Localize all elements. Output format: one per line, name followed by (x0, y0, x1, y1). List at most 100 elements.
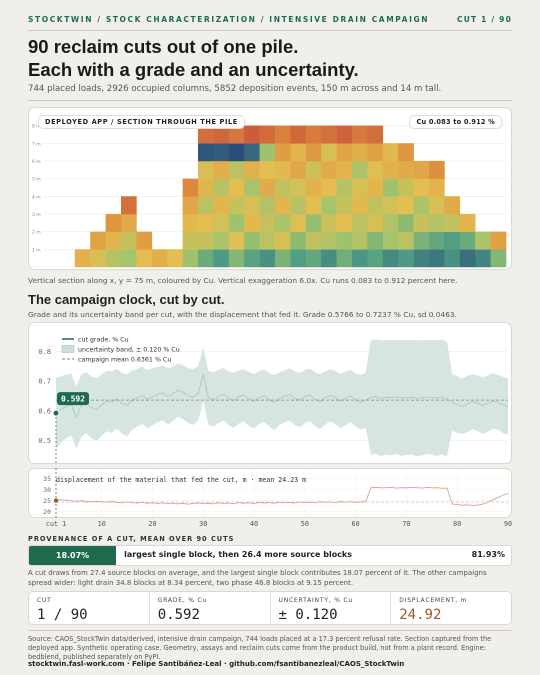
kpi-value: 24.92 (399, 607, 442, 623)
cell (413, 178, 430, 197)
cell (182, 249, 199, 268)
cell (213, 196, 230, 215)
cell (459, 213, 476, 232)
cell (336, 196, 353, 215)
cell (413, 231, 430, 250)
cell (90, 231, 106, 250)
cell (352, 213, 368, 232)
cell (367, 125, 384, 144)
cell (136, 249, 153, 268)
cell (336, 213, 353, 232)
cell (136, 231, 153, 250)
y-tick-label: 1 m (32, 247, 41, 253)
cell (198, 178, 214, 197)
cell (321, 249, 337, 268)
kpi-label: CUT (37, 597, 52, 604)
cell (90, 249, 106, 268)
cell (398, 249, 414, 268)
cell (352, 160, 368, 179)
x-tick-label: 60 (352, 520, 360, 528)
cell (352, 249, 368, 268)
cell (305, 160, 322, 179)
cell (213, 125, 230, 144)
cell (336, 125, 353, 144)
cell (228, 125, 245, 144)
cell (290, 196, 307, 215)
cell (352, 231, 368, 250)
cell (382, 178, 399, 197)
kpi: DISPLACEMENT, m 24.92 (390, 592, 511, 624)
cell (290, 249, 307, 268)
cell (336, 143, 353, 162)
y-tick-label: 0.8 (38, 348, 51, 356)
y-tick-label: 0.5 (38, 437, 51, 445)
cell (228, 213, 245, 232)
cell (367, 196, 384, 215)
cell (198, 213, 214, 232)
cell (198, 125, 214, 144)
section-chart: 1 m 2 m 3 m 4 m 5 m 6 m 7 m 8 m (28, 107, 512, 270)
provenance-note: A cut draws from 27.4 source blocks on a… (28, 569, 487, 587)
cell (352, 143, 368, 162)
legend-label: cut grade, % Cu (78, 336, 129, 343)
cell (244, 160, 260, 179)
marker-label: 0.592 (61, 395, 85, 404)
cell (275, 143, 291, 162)
cell (305, 143, 322, 162)
cell (475, 231, 491, 250)
cell (367, 178, 384, 197)
cell (244, 196, 260, 215)
cell (121, 249, 137, 268)
cell (367, 231, 384, 250)
kpi-strip: CUT 1 / 90 GRADE, % Cu 0.592 UNCERTAINTY, … (28, 591, 512, 625)
cell (429, 249, 445, 268)
cell (105, 249, 122, 268)
chart-label: displacement of the material that fed th… (56, 476, 306, 484)
y-tick-label: 6 m (32, 159, 41, 165)
largest-block-share: 18.07% (29, 546, 117, 565)
cell (382, 231, 399, 250)
cell (228, 160, 245, 179)
cell (228, 143, 245, 162)
cell (321, 231, 337, 250)
cell (305, 178, 322, 197)
cell (151, 249, 168, 268)
cell (398, 143, 414, 162)
x-tick-label: 20 (148, 520, 156, 528)
panel (28, 468, 512, 518)
cell (213, 231, 230, 250)
cell (244, 125, 260, 144)
rule (28, 630, 512, 631)
cell (459, 249, 476, 268)
kpi-label: UNCERTAINTY, % Cu (278, 597, 353, 604)
cell (275, 125, 291, 144)
cell (398, 160, 414, 179)
cell (213, 160, 230, 179)
cell (444, 213, 461, 232)
title-line: 90 reclaim cuts out of one pile. (28, 36, 299, 57)
cell (167, 249, 183, 268)
cell (398, 178, 414, 197)
cell (413, 160, 430, 179)
cell (367, 213, 384, 232)
kpi-value: 0.592 (157, 607, 200, 623)
section-panel: 1 m 2 m 3 m 4 m 5 m 6 m 7 m 8 m DEPLOYED APP / … (28, 107, 512, 270)
cell (305, 213, 322, 232)
cell (259, 143, 276, 162)
y-tick-label: 7 m (32, 141, 41, 147)
cell (444, 196, 461, 215)
y-tick-label: 30 (43, 486, 51, 494)
cell (336, 249, 353, 268)
cell (398, 231, 414, 250)
cell (321, 213, 337, 232)
displacement-chart: 20 25 30 35 cut 1 10 20 30 40 50 60 70 80 90 displacem… (28, 468, 512, 528)
cell (228, 178, 245, 197)
y-tick-label: 35 (43, 475, 51, 483)
cell (305, 125, 322, 144)
cell (305, 249, 322, 268)
cell (429, 213, 445, 232)
cell (367, 160, 384, 179)
cell (198, 160, 214, 179)
links[interactable]: stocktwin.fasl-work.com · Felipe Santibá… (28, 660, 405, 668)
